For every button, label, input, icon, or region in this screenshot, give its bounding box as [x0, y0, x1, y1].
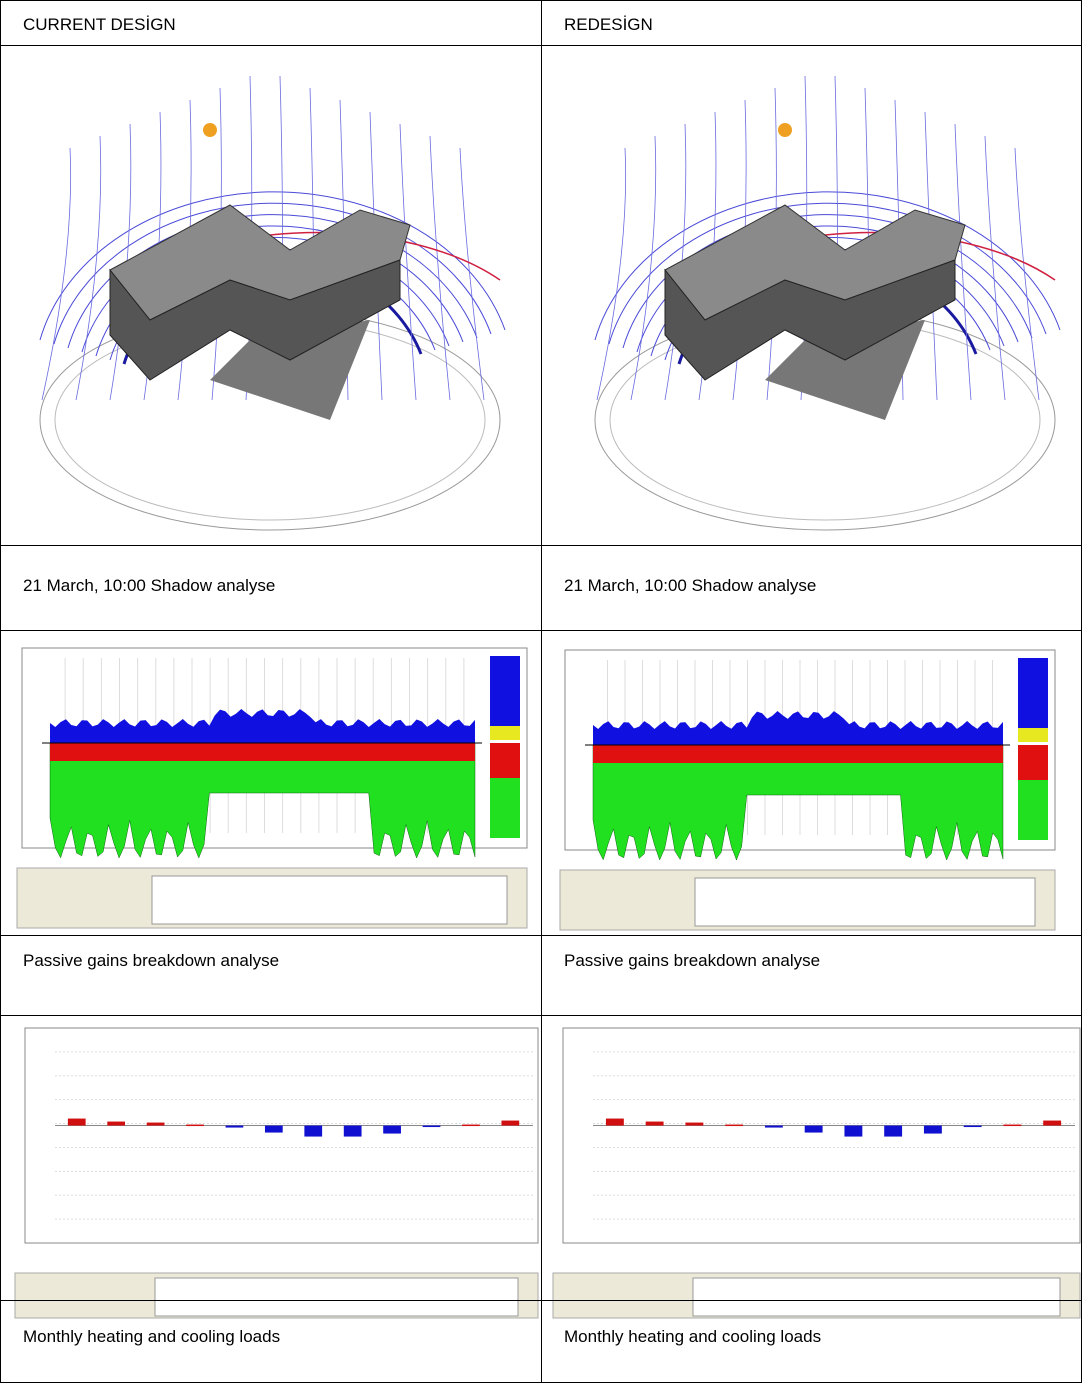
image-cell [541, 630, 1082, 936]
bar [462, 1124, 480, 1127]
caption-cell: Passive gains breakdown analyse [0, 935, 542, 1016]
bar-red [490, 743, 520, 778]
bar [186, 1124, 204, 1127]
bar [343, 1125, 362, 1137]
hour-line [41, 147, 72, 401]
caption-cell: Monthly heating and cooling loads [0, 1300, 542, 1383]
bar-green [490, 778, 520, 838]
loss-green [49, 742, 476, 859]
gain-area [593, 711, 1003, 745]
building-side [664, 259, 956, 381]
hour-line [75, 135, 102, 401]
sun-arc [53, 202, 492, 345]
caption: Monthly heating and cooling loads [564, 1327, 822, 1346]
caption-cell: Monthly heating and cooling loads [541, 1300, 1082, 1383]
caption: Monthly heating and cooling loads [23, 1327, 281, 1346]
caption-cell: Passive gains breakdown analyse [541, 935, 1082, 1016]
header-text: CURRENT DESİGN [23, 15, 176, 34]
header-cell: REDESİGN [541, 0, 1082, 46]
ui-text [154, 1277, 519, 1317]
caption-cell: 21 March, 10:00 Shadow analyse [0, 545, 542, 631]
image-cell [0, 45, 542, 546]
bar [923, 1125, 942, 1134]
header-cell: CURRENT DESİGN [0, 0, 542, 46]
sun-arc [594, 191, 1061, 341]
shadow [210, 320, 370, 420]
bar [383, 1125, 401, 1134]
image-cell [0, 1015, 542, 1301]
hour-line [399, 123, 417, 401]
hour-line [630, 135, 657, 401]
bar [884, 1125, 903, 1137]
ui-text [692, 1277, 1061, 1317]
bar-blue [1018, 658, 1048, 728]
ui-text [151, 875, 508, 925]
bar [844, 1125, 863, 1137]
hour-line [596, 147, 627, 401]
hour-line [109, 123, 132, 401]
bar [1043, 1120, 1062, 1126]
bar [963, 1125, 982, 1128]
bar-yellow [1018, 728, 1048, 742]
bar-yellow [490, 726, 520, 740]
bar [685, 1122, 704, 1126]
header-text: REDESİGN [564, 15, 653, 34]
bar [225, 1125, 244, 1128]
bar-red [1018, 745, 1048, 780]
hour-line [954, 123, 972, 401]
bar [725, 1124, 744, 1127]
sun-arc [39, 191, 506, 341]
bar [422, 1125, 441, 1128]
gain-area [50, 709, 475, 743]
bar [67, 1118, 86, 1126]
bar-blue [490, 656, 520, 726]
bar [264, 1125, 283, 1133]
bar [146, 1122, 165, 1126]
sun [203, 123, 217, 137]
sun-arc [622, 214, 1033, 349]
caption: 21 March, 10:00 Shadow analyse [23, 576, 276, 595]
sun-arc [67, 214, 478, 349]
building-side [109, 259, 401, 381]
caption: Passive gains breakdown analyse [23, 951, 280, 970]
bar [764, 1125, 783, 1128]
image-cell [541, 45, 1082, 546]
loss-green [592, 744, 1004, 861]
ui-text [694, 877, 1036, 927]
sun-arc [608, 202, 1047, 345]
bar-green [1018, 780, 1048, 840]
caption: Passive gains breakdown analyse [564, 951, 821, 970]
hour-line [429, 135, 451, 401]
bar [107, 1121, 126, 1126]
bar [804, 1125, 823, 1133]
sun [778, 123, 792, 137]
hour-line [984, 135, 1006, 401]
loss-red [50, 743, 475, 761]
bar [304, 1125, 323, 1137]
caption: 21 March, 10:00 Shadow analyse [564, 576, 817, 595]
bar [1003, 1124, 1022, 1127]
image-cell [541, 1015, 1082, 1301]
bar [605, 1118, 624, 1126]
image-cell [0, 630, 542, 936]
shadow [765, 320, 925, 420]
bar [645, 1121, 664, 1126]
bar [501, 1120, 520, 1126]
chart-frame [562, 1027, 1081, 1244]
loss-red [593, 745, 1003, 763]
caption-cell: 21 March, 10:00 Shadow analyse [541, 545, 1082, 631]
chart-frame [24, 1027, 539, 1244]
hour-line [664, 123, 687, 401]
